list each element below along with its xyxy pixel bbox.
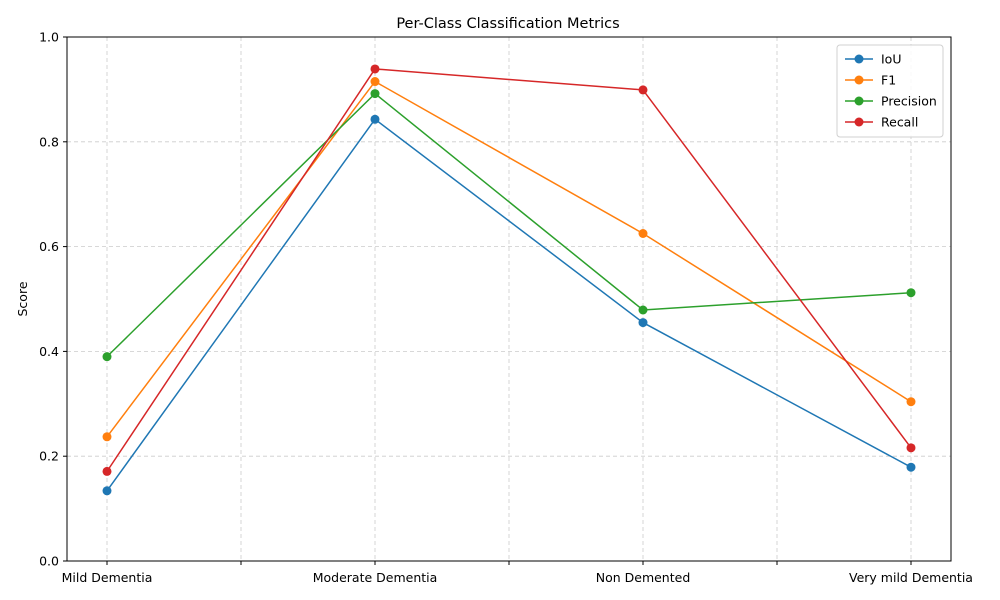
x-tick-label: Moderate Dementia: [313, 570, 438, 585]
legend-marker: [854, 96, 864, 106]
legend: IoU F1 Precision Recall: [836, 44, 944, 138]
data-point-iou: [638, 318, 648, 328]
y-axis-label: Score: [15, 281, 30, 316]
data-point-iou: [370, 114, 380, 124]
data-point-precision: [370, 89, 380, 99]
axis-ticks: Mild Dementia Moderate Dementia Non Dement…: [39, 30, 973, 586]
y-tick-label: 0.2: [39, 449, 59, 464]
x-tick-label: Very mild Dementia: [849, 570, 973, 585]
y-tick-label: 0.4: [39, 344, 59, 359]
series-group: [102, 64, 916, 496]
legend-label: IoU: [881, 52, 901, 67]
series-line-iou: [106, 118, 912, 492]
data-point-precision: [638, 305, 648, 315]
data-point-recall: [370, 64, 380, 74]
chart-title: Per-Class Classification Metrics: [396, 16, 619, 32]
y-tick-label: 0.0: [39, 554, 59, 569]
y-tick-label: 0.8: [39, 134, 59, 149]
data-point-f1: [638, 229, 648, 238]
legend-label: Recall: [881, 115, 918, 130]
data-point-recall: [638, 85, 648, 95]
data-point-recall: [102, 466, 112, 476]
data-point-f1: [906, 397, 916, 407]
series-line-recall: [106, 68, 912, 472]
data-point-f1: [102, 432, 112, 442]
legend-label: F1: [881, 73, 896, 88]
data-point-iou: [102, 486, 112, 496]
legend-label: Precision: [881, 94, 937, 109]
data-point-precision: [906, 288, 916, 298]
series-line-f1: [106, 80, 912, 438]
legend-marker: [854, 75, 864, 85]
x-tick-label: Non Demented: [596, 570, 691, 585]
x-tick-label: Mild Dementia: [62, 570, 153, 585]
legend-marker: [854, 54, 864, 64]
series-line-precision: [106, 92, 912, 358]
data-point-precision: [102, 352, 112, 362]
y-tick-label: 0.6: [39, 239, 59, 254]
data-point-f1: [370, 77, 380, 87]
data-point-iou: [906, 462, 916, 472]
legend-marker: [854, 117, 864, 127]
legend-box: [836, 44, 944, 138]
data-point-recall: [906, 443, 916, 453]
y-tick-label: 1.0: [39, 30, 59, 45]
